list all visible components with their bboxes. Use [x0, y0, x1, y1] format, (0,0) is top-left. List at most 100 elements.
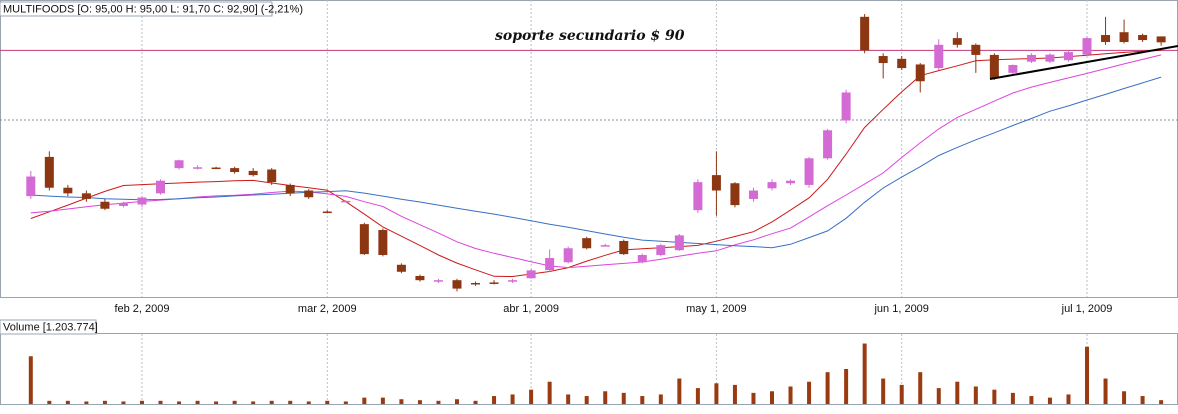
- volume-bar: [621, 392, 626, 404]
- volume-bar: [65, 400, 70, 404]
- candle-body: [897, 58, 907, 69]
- candle-body: [267, 169, 277, 183]
- volume-bar: [1140, 396, 1145, 404]
- volume-bar: [1029, 396, 1034, 404]
- volume-bar: [714, 383, 719, 404]
- volume-bar: [362, 397, 367, 404]
- volume-bar: [566, 394, 571, 404]
- x-tick-label: feb 2, 2009: [114, 303, 169, 315]
- candle-body: [563, 248, 573, 263]
- volume-bar: [1066, 394, 1071, 404]
- volume-bar: [677, 378, 682, 404]
- volume-bar: [177, 401, 182, 404]
- candle-body: [656, 245, 666, 255]
- candle-body: [174, 160, 184, 169]
- candle-body: [841, 92, 851, 121]
- candle-body: [674, 235, 684, 251]
- candle-body: [934, 44, 944, 69]
- candle-body: [285, 184, 295, 194]
- legend-box: [0, 1, 273, 17]
- volume-bar: [436, 400, 441, 404]
- volume-bar: [380, 397, 385, 404]
- candle-body: [1026, 54, 1036, 62]
- volume-bar: [306, 401, 311, 404]
- volume-bar: [454, 399, 459, 404]
- volume-bar: [770, 391, 774, 404]
- x-tick-label: mar 2, 2009: [298, 303, 357, 315]
- candle-body: [619, 240, 629, 255]
- chart-title: MULTIFOODS [O: 95,00 H: 95,00 L: 91,70 C…: [3, 3, 303, 15]
- candle-body: [582, 238, 592, 249]
- volume-bar: [881, 378, 886, 404]
- candle-body: [804, 158, 814, 185]
- candle-body: [100, 201, 110, 209]
- candle-body: [952, 38, 962, 45]
- candle-body: [637, 254, 647, 263]
- candle-body: [433, 280, 443, 282]
- candle-body: [1101, 35, 1111, 43]
- volume-bar: [918, 372, 923, 404]
- volume-bar: [1047, 397, 1052, 404]
- volume-bar: [1122, 391, 1127, 404]
- candle-body: [748, 190, 758, 199]
- volume-bar: [343, 401, 348, 404]
- volume-bar: [214, 401, 219, 404]
- volume-bar: [28, 356, 33, 404]
- candle-body: [230, 168, 240, 173]
- volume-bar: [547, 381, 552, 404]
- volume-bar: [399, 399, 404, 404]
- candle-body: [341, 200, 351, 203]
- volume-bar: [825, 372, 830, 404]
- moving-average-line: [30, 49, 1162, 278]
- candle-body: [915, 64, 925, 82]
- candle-body: [137, 197, 147, 205]
- candle-body: [26, 176, 36, 197]
- candle-body: [359, 224, 369, 255]
- volume-bar: [232, 400, 237, 404]
- volume-bar: [529, 389, 534, 404]
- volume-bar: [325, 400, 330, 404]
- candle-body: [322, 211, 332, 214]
- volume-bar: [121, 401, 126, 404]
- volume-bar: [751, 392, 756, 404]
- volume-title: Volume [1.203.774]: [3, 321, 98, 333]
- candle-body: [452, 280, 462, 289]
- candle-body: [767, 182, 777, 189]
- candle-body: [471, 282, 481, 285]
- x-tick-label: jun 1, 2009: [873, 303, 928, 315]
- volume-bar: [1010, 392, 1015, 404]
- candle-body: [526, 270, 536, 279]
- volume-legend-box: [0, 319, 97, 335]
- candle-body: [193, 167, 203, 169]
- candle-body: [711, 175, 721, 191]
- volume-bar: [510, 394, 515, 404]
- volume-bar: [973, 386, 978, 404]
- volume-bar: [1085, 346, 1090, 404]
- volume-bar: [158, 400, 163, 404]
- candle-body: [118, 203, 128, 206]
- moving-average-line: [30, 76, 1162, 249]
- candle-body: [81, 193, 91, 199]
- candle-body: [989, 54, 999, 79]
- volume-bar: [84, 401, 89, 404]
- volume-bar: [417, 400, 422, 404]
- volume-bar: [288, 400, 293, 404]
- volume-bar: [807, 381, 812, 404]
- candle-body: [823, 130, 833, 159]
- volume-bar: [844, 369, 849, 404]
- candle-body: [1138, 35, 1148, 41]
- volume-bar: [1159, 400, 1164, 404]
- volume-bar: [955, 381, 960, 404]
- candle-body: [44, 156, 54, 188]
- candle-body: [378, 230, 388, 255]
- candle-body: [489, 282, 499, 284]
- x-tick-label: may 1, 2009: [686, 303, 747, 315]
- candle-body: [1008, 65, 1018, 73]
- moving-average-line: [30, 54, 1162, 269]
- candle-body: [211, 167, 221, 170]
- candle-body: [396, 264, 406, 272]
- volume-bar: [640, 396, 645, 404]
- candle-body: [600, 245, 610, 247]
